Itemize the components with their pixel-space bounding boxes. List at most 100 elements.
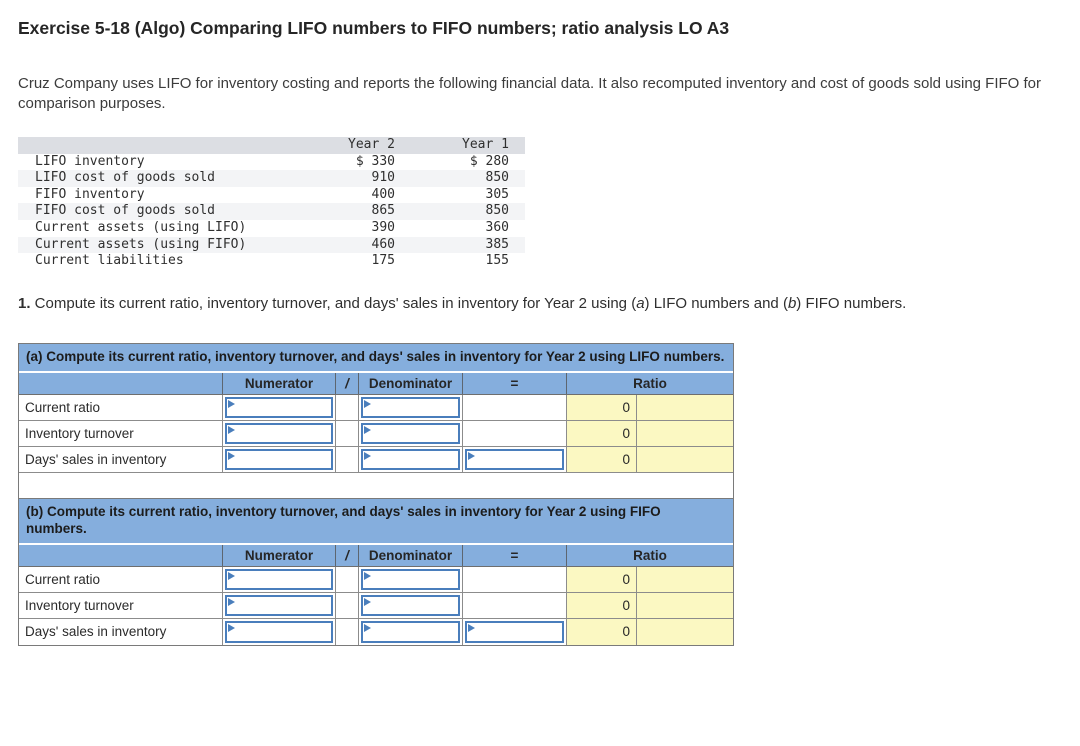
equals-cell [462,618,566,645]
section-b-column-header-row: Numerator / Denominator = Ratio [19,544,733,567]
denominator-input[interactable] [363,596,458,614]
fin-year1-value: 850 [485,170,509,186]
denominator-input[interactable] [363,398,458,416]
denominator-input[interactable] [363,450,458,468]
fin-year2-value: 910 [371,170,395,186]
ratio-extra-cell [636,446,733,472]
equals-cell [462,420,566,446]
column-header-ratio: Ratio [566,372,733,394]
slash-cell [335,420,358,446]
column-header-spacer [19,545,222,566]
table-row-current-ratio: Current ratio 0 [19,394,733,421]
table-row: Current assets (using LIFO) 390 360 [18,219,525,237]
numerator-input-box[interactable] [225,396,333,418]
denominator-input-box[interactable] [361,620,460,643]
numerator-input-box[interactable] [225,568,333,590]
section-a-column-header-row: Numerator / Denominator = Ratio [19,372,733,395]
denominator-input-box[interactable] [361,594,460,616]
fin-year2-value: $ 330 [355,153,395,169]
numerator-input[interactable] [227,398,331,416]
ratio-row-label: Inventory turnover [25,597,134,613]
denominator-input[interactable] [363,570,458,588]
ratio-row-label: Days' sales in inventory [25,623,167,639]
section-b-header: (b) Compute its current ratio, inventory… [19,498,733,545]
column-header-numerator: Numerator [222,544,335,566]
fin-row-label: LIFO inventory [35,153,145,169]
ratio-value-cell: 0 [566,618,636,645]
equals-input[interactable] [467,622,562,641]
numerator-input-box[interactable] [225,620,333,643]
numerator-input-box[interactable] [225,448,333,470]
requirement-italic-a: a [636,294,645,312]
ratio-extra-cell [636,592,733,618]
numerator-cell [222,446,335,472]
equals-input-box[interactable] [465,448,564,470]
table-row-days-sales: Days' sales in inventory 0 [19,446,733,473]
fin-year1-value: 155 [485,253,509,269]
fin-row-label: LIFO cost of goods sold [35,170,216,186]
table-row: Current liabilities 175 155 [18,253,525,270]
equals-input[interactable] [467,450,562,468]
column-header-denominator: Denominator [358,372,462,394]
numerator-input[interactable] [227,596,331,614]
fin-year2-value: 175 [371,253,395,269]
ratio-value-cell: 0 [566,394,636,420]
ratio-row-label: Current ratio [25,399,101,415]
requirement-italic-b: b [787,294,797,312]
table-row-days-sales: Days' sales in inventory 0 [19,618,733,645]
denominator-input[interactable] [363,424,458,442]
numerator-input[interactable] [227,424,331,442]
numerator-input-box[interactable] [225,594,333,616]
equals-cell [462,446,566,472]
column-header-numerator: Numerator [222,372,335,394]
slash-cell [335,394,358,420]
denominator-cell [358,394,462,420]
column-header-slash: / [335,372,358,394]
page-title: Exercise 5-18 (Algo) Comparing LIFO numb… [18,18,730,38]
table-row: LIFO cost of goods sold 910 850 [18,170,525,187]
requirement-number: 1. [18,294,31,312]
equals-cell [462,592,566,618]
fin-year1-value: 360 [485,219,509,235]
ratio-row-label: Current ratio [25,571,101,587]
ratio-value-cell: 0 [566,446,636,472]
fin-year1-value: 385 [485,236,509,252]
numerator-input-box[interactable] [225,422,333,444]
denominator-input-box[interactable] [361,448,460,470]
fin-year1-header: Year 1 [462,137,509,152]
fin-header-row: Year 2 Year 1 [18,137,525,154]
numerator-input[interactable] [227,570,331,588]
numerator-cell [222,420,335,446]
ratio-value-cell: 0 [566,592,636,618]
numerator-cell [222,566,335,592]
ratio-extra-cell [636,394,733,420]
table-row: FIFO cost of goods sold 865 850 [18,203,525,220]
fin-year1-value: 305 [485,186,509,202]
table-row: FIFO inventory 400 305 [18,186,525,204]
ratio-row-label: Days' sales in inventory [25,451,167,467]
fin-row-label: Current assets (using FIFO) [35,236,247,252]
numerator-input[interactable] [227,622,331,641]
numerator-cell [222,394,335,420]
fin-year2-header: Year 2 [348,137,395,152]
numerator-cell [222,618,335,645]
fin-year1-value: $ 280 [469,153,509,169]
fin-year2-value: 460 [371,236,395,252]
fin-row-label: FIFO cost of goods sold [35,203,216,219]
fin-year1-value: 850 [485,203,509,219]
table-row: LIFO inventory $ 330 $ 280 [18,153,525,171]
denominator-cell [358,566,462,592]
denominator-cell [358,446,462,472]
requirement-1-text: 1. Compute its current ratio, inventory … [18,294,1062,313]
denominator-input-box[interactable] [361,396,460,418]
column-header-ratio: Ratio [566,544,733,566]
intro-paragraph: Cruz Company uses LIFO for inventory cos… [18,75,1042,112]
denominator-input-box[interactable] [361,422,460,444]
denominator-input-box[interactable] [361,568,460,590]
denominator-input[interactable] [363,622,458,641]
equals-input-box[interactable] [465,620,564,643]
table-row-current-ratio: Current ratio 0 [19,566,733,593]
numerator-input[interactable] [227,450,331,468]
denominator-cell [358,618,462,645]
column-header-equals: = [462,372,566,394]
